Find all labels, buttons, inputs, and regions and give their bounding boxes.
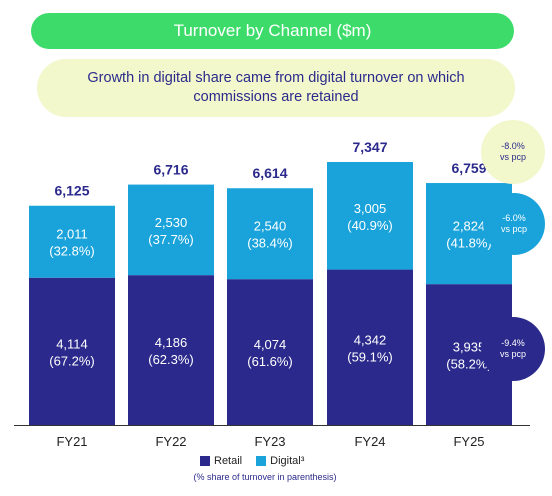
bar-retail-FY24 [327,269,413,425]
share-label-retail-FY23: (61.6%) [247,354,293,369]
data-label-digital-FY21: 2,011 [56,227,88,242]
x-tick-label-FY22: FY22 [155,434,186,449]
data-label-digital-FY25: 2,824 [453,219,486,234]
data-label-retail-FY25: 3,935 [453,340,486,355]
data-label-digital-FY23: 2,540 [254,219,287,234]
bubble-value: -6.0% [502,213,526,223]
bubble-retail-change: -8.0% vs pcp [481,120,545,184]
data-label-digital-FY22: 2,530 [155,215,188,230]
total-label-FY23: 6,614 [252,165,287,181]
legend-swatch-retail [200,456,210,466]
bubble-value: -9.4% [501,338,525,348]
share-label-digital-FY25: (41.8%) [446,236,492,251]
legend-label-retail: Retail [214,455,243,467]
bar-retail-FY23 [227,279,313,425]
total-label-FY25: 6,759 [451,160,486,176]
data-label-retail-FY21: 4,114 [56,336,88,351]
share-label-digital-FY24: (40.9%) [347,218,393,233]
data-label-retail-FY22: 4,186 [155,335,188,350]
share-label-digital-FY23: (38.4%) [247,236,293,251]
bar-digital-FY23 [227,188,313,280]
share-label-retail-FY25: (58.2%) [446,357,492,372]
bubble-digital-change: -6.0% vs pcp [483,193,545,255]
bar-retail-FY22 [128,275,214,425]
bubble-caption: vs pcp [500,224,527,234]
chart-title: Turnover by Channel ($m) [31,13,514,49]
share-label-retail-FY22: (62.3%) [148,352,194,367]
data-label-retail-FY24: 4,342 [354,332,387,347]
total-label-FY24: 7,347 [352,139,387,155]
bubble-total-change: -9.4% vs pcp [481,317,545,381]
x-tick-label-FY25: FY25 [453,434,484,449]
share-label-retail-FY24: (59.1%) [347,349,393,364]
chart-legend: Retail Digital³ [200,455,304,467]
bubble-caption: vs pcp [499,349,526,359]
legend-note: (% share of turnover in parenthesis) [193,472,337,482]
total-label-FY22: 6,716 [153,162,188,178]
share-label-retail-FY21: (67.2%) [49,353,95,368]
data-label-retail-FY23: 4,074 [254,337,287,352]
x-tick-label-FY23: FY23 [254,434,285,449]
share-label-digital-FY22: (37.7%) [148,232,194,247]
bubble-caption: vs pcp [499,152,526,162]
x-tick-label-FY21: FY21 [56,434,87,449]
bubble-value: -8.0% [501,141,525,151]
total-label-FY21: 6,125 [54,183,89,199]
x-tick-label-FY24: FY24 [354,434,385,449]
legend-swatch-digital [256,456,267,466]
share-label-digital-FY21: (32.8%) [49,244,95,259]
data-label-digital-FY24: 3,005 [354,201,387,216]
bar-retail-FY21 [29,277,115,425]
chart-subtitle: Growth in digital share came from digita… [37,59,515,117]
bar-digital-FY22 [128,184,214,276]
bar-digital-FY21 [29,205,115,278]
bar-digital-FY24 [327,162,413,270]
legend-label-digital: Digital³ [270,455,305,467]
